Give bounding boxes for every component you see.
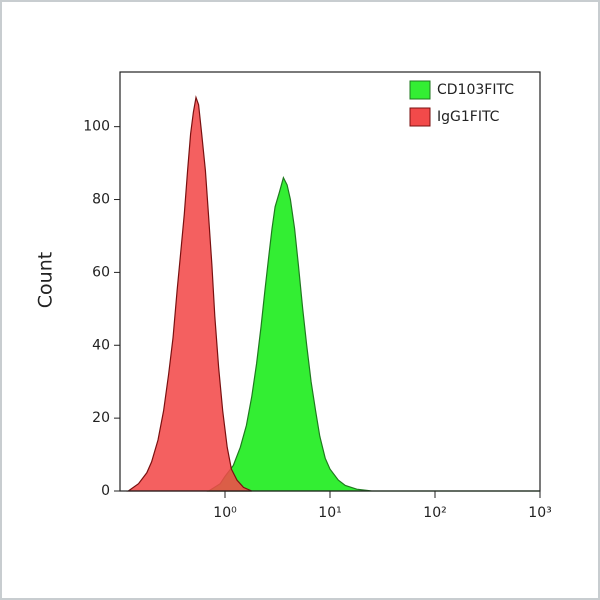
y-tick-label: 100	[83, 119, 110, 135]
x-tick-label: 10³	[528, 505, 551, 521]
histogram-area	[206, 176, 540, 492]
y-tick-label: 60	[92, 264, 110, 280]
x-tick-label: 10⁰	[213, 505, 237, 521]
legend-swatch	[409, 107, 431, 127]
y-tick-label: 40	[92, 337, 110, 353]
y-axis-label: Count	[35, 252, 57, 308]
x-tick-label: 10²	[423, 505, 446, 521]
legend-swatch	[409, 80, 431, 100]
legend-label: IgG1FITC	[437, 109, 500, 125]
y-tick-label: 80	[92, 192, 110, 208]
y-tick-label: 0	[101, 483, 110, 499]
y-tick-label: 20	[92, 410, 110, 426]
histogram-area	[126, 95, 253, 492]
x-tick-label: 10¹	[318, 505, 341, 521]
legend-label: CD103FITC	[437, 82, 514, 98]
